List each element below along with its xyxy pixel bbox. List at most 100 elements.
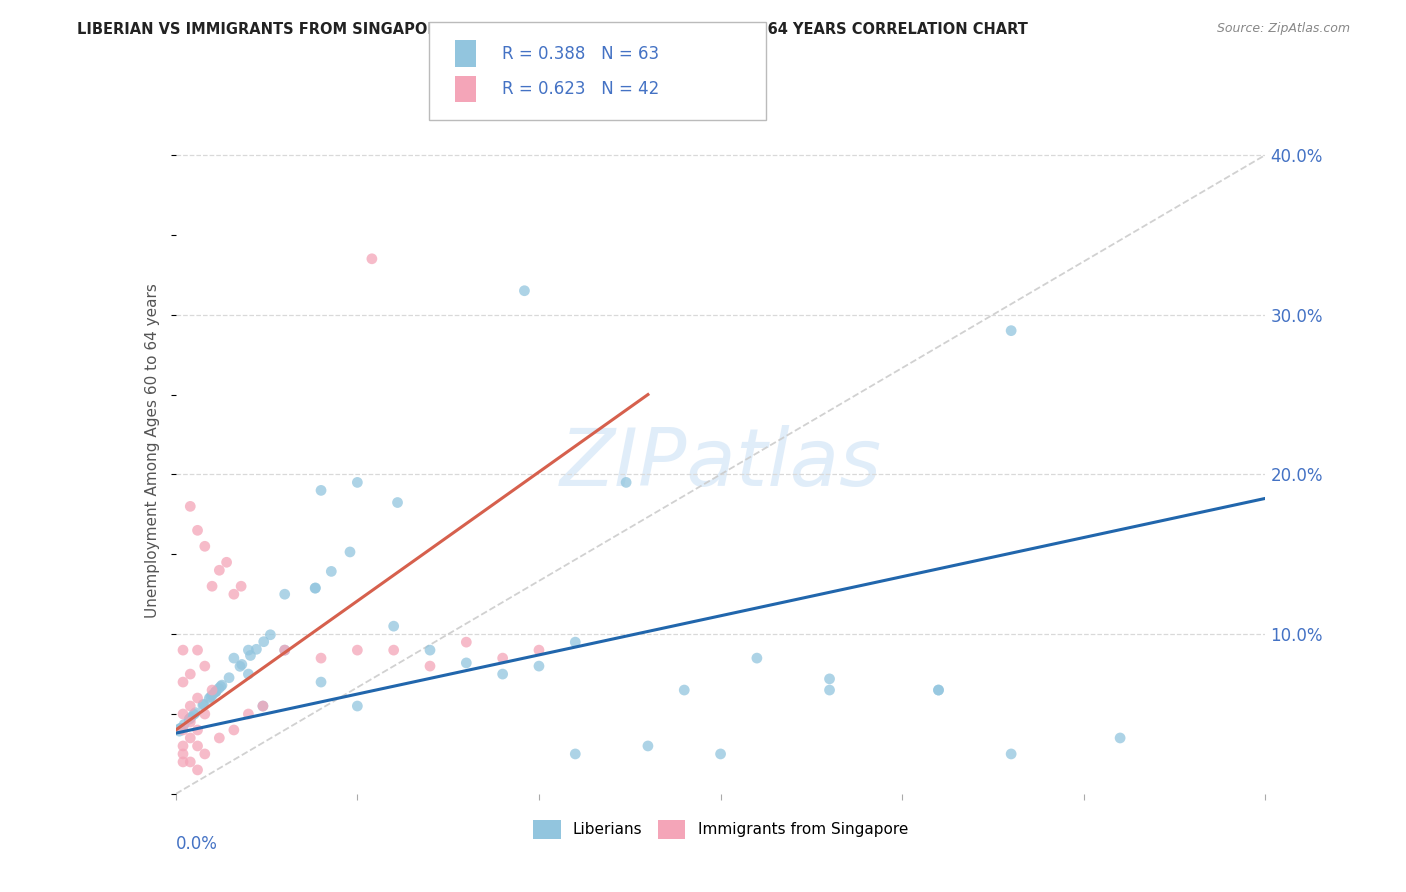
Point	[1000, 324, 1022, 338]
Point	[205, 684, 228, 698]
Point	[209, 680, 232, 694]
Point	[346, 699, 368, 714]
Y-axis label: Unemployment Among Ages 60 to 64 years: Unemployment Among Ages 60 to 64 years	[145, 283, 160, 618]
Point	[1109, 731, 1132, 745]
Point	[238, 667, 260, 681]
Point	[710, 747, 733, 761]
Point	[172, 723, 194, 737]
Point	[238, 706, 260, 721]
Point	[208, 563, 231, 577]
Point	[745, 651, 768, 665]
Point	[245, 642, 267, 657]
Point	[309, 675, 332, 690]
Point	[194, 539, 217, 553]
Point	[172, 747, 194, 761]
Point	[205, 684, 228, 698]
Text: R = 0.388   N = 63: R = 0.388 N = 63	[502, 45, 659, 62]
Point	[169, 722, 191, 736]
Point	[382, 619, 405, 633]
Point	[201, 688, 224, 702]
Point	[492, 667, 515, 681]
Point	[321, 565, 343, 579]
Point	[564, 635, 586, 649]
Point	[179, 755, 201, 769]
Point	[527, 643, 550, 657]
Point	[183, 707, 205, 722]
Point	[177, 712, 200, 726]
Point	[180, 710, 202, 724]
Point	[252, 699, 274, 714]
Point	[239, 648, 262, 663]
Point	[387, 495, 409, 509]
Text: ZIPatlas: ZIPatlas	[560, 425, 882, 503]
Point	[169, 722, 191, 736]
Point	[339, 545, 361, 559]
Point	[194, 706, 217, 721]
Point	[172, 755, 194, 769]
Point	[252, 699, 274, 714]
Point	[194, 659, 217, 673]
Point	[253, 634, 276, 648]
Point	[492, 651, 515, 665]
Point	[419, 659, 441, 673]
Point	[184, 706, 207, 720]
Text: 0.0%: 0.0%	[176, 835, 218, 853]
Point	[186, 723, 209, 737]
Text: LIBERIAN VS IMMIGRANTS FROM SINGAPORE UNEMPLOYMENT AMONG AGES 60 TO 64 YEARS COR: LIBERIAN VS IMMIGRANTS FROM SINGAPORE UN…	[77, 22, 1028, 37]
Point	[304, 581, 326, 595]
Point	[259, 628, 281, 642]
Point	[179, 667, 201, 681]
Point	[346, 475, 368, 490]
Point	[309, 651, 332, 665]
Point	[238, 643, 260, 657]
Point	[274, 643, 297, 657]
Point	[673, 683, 696, 698]
Point	[193, 697, 215, 711]
Point	[208, 681, 231, 696]
Point	[928, 683, 950, 698]
Point	[186, 691, 209, 706]
Point	[179, 712, 201, 726]
Point	[186, 739, 209, 753]
Point	[172, 675, 194, 690]
Point	[614, 475, 637, 490]
Point	[222, 651, 245, 665]
Point	[274, 643, 297, 657]
Point	[179, 699, 201, 714]
Point	[169, 724, 191, 739]
Point	[274, 587, 297, 601]
Point	[928, 683, 950, 698]
Point	[169, 722, 191, 736]
Point	[564, 747, 586, 761]
Point	[186, 524, 209, 538]
Point	[172, 706, 194, 721]
Point	[231, 657, 253, 672]
Point	[419, 643, 441, 657]
Point	[818, 683, 841, 698]
Point	[215, 555, 238, 569]
Point	[818, 672, 841, 686]
Point	[211, 678, 233, 692]
Point	[637, 739, 659, 753]
Point	[346, 643, 368, 657]
Point	[231, 579, 253, 593]
Point	[527, 659, 550, 673]
Point	[179, 500, 201, 514]
Point	[304, 581, 326, 595]
Point	[513, 284, 536, 298]
Point	[173, 717, 195, 731]
Point	[201, 579, 224, 593]
Text: Source: ZipAtlas.com: Source: ZipAtlas.com	[1216, 22, 1350, 36]
Point	[186, 643, 209, 657]
Point	[229, 659, 252, 673]
Point	[208, 731, 231, 745]
Point	[200, 690, 222, 704]
Point	[1000, 747, 1022, 761]
Point	[222, 587, 245, 601]
Point	[179, 731, 201, 745]
Legend: Liberians, Immigrants from Singapore: Liberians, Immigrants from Singapore	[527, 814, 914, 845]
Point	[186, 763, 209, 777]
Point	[194, 747, 217, 761]
Point	[179, 714, 201, 729]
Point	[172, 739, 194, 753]
